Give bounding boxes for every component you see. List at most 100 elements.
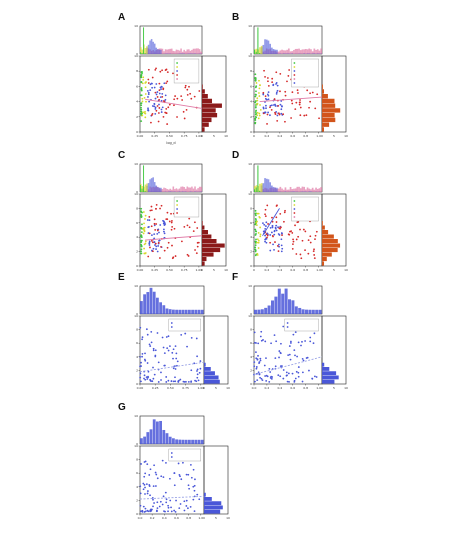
scatter-point (288, 373, 290, 375)
right-hist-bar (202, 104, 222, 108)
y-tick-label: 6 (136, 471, 138, 475)
scatter-point (276, 230, 278, 232)
legend-swatch (294, 66, 296, 68)
scatter-point (284, 91, 286, 93)
top-hist-bar (263, 45, 265, 54)
top-hist-bar (154, 44, 156, 54)
scatter-point (158, 381, 160, 383)
scatter-point (304, 231, 306, 233)
top-hist-bar (191, 440, 194, 444)
top-hist-bar (173, 51, 175, 54)
scatter-point (157, 332, 159, 334)
scatter-point (187, 94, 189, 96)
top-hist-bar (310, 191, 312, 192)
right-hist-bar (322, 85, 323, 89)
scatter-point (254, 123, 256, 125)
y-tick-label: 0 (136, 264, 138, 268)
legend-swatch (294, 62, 296, 64)
legend-swatch (294, 208, 296, 210)
scatter-point (314, 257, 316, 259)
scatter-point (140, 505, 142, 507)
top-hist-bar (257, 27, 258, 54)
scatter-point (140, 104, 142, 106)
right-hist-bar (202, 235, 211, 239)
scatter-point (263, 108, 265, 110)
scatter-point (264, 341, 266, 343)
right-hist-bar (322, 118, 335, 122)
scatter-point (190, 506, 192, 508)
scatter-point (277, 245, 279, 247)
top-hist-bar (315, 50, 317, 54)
scatter-point (278, 233, 280, 235)
top-hist-bar (150, 288, 153, 314)
scatter-point (167, 247, 169, 249)
top-hist-bar (169, 49, 171, 54)
scatter-point (148, 371, 150, 373)
scatter-point (144, 374, 146, 376)
right-hist-bar (202, 221, 203, 225)
scatter-point (148, 93, 150, 95)
scatter-point (141, 236, 143, 238)
scatter-point (300, 107, 302, 109)
right-hist-bar (322, 230, 328, 234)
scatter-point (175, 358, 177, 360)
scatter-point (140, 107, 142, 109)
top-hist-bar (182, 191, 184, 192)
top-hist-bar (182, 440, 185, 444)
scatter-point (178, 463, 180, 465)
scatter-point (276, 221, 278, 223)
scatter-point (256, 104, 258, 106)
scatter-point (254, 73, 256, 75)
scatter-point (262, 94, 264, 96)
right-hist-bar (202, 89, 205, 93)
scatter-point (296, 356, 298, 358)
scatter-point (268, 381, 270, 383)
scatter-point (180, 95, 182, 97)
y-tick-label: 6 (250, 221, 252, 225)
top-hist-bar (288, 48, 290, 54)
scatter-point (255, 214, 257, 216)
scatter-point (258, 213, 260, 215)
legend-swatch (287, 326, 289, 328)
top-hist-bar (269, 182, 271, 192)
scatter-point (144, 116, 146, 118)
scatter-point (263, 70, 265, 72)
right-hist-bar (204, 501, 221, 505)
top-hist-bar (188, 440, 191, 444)
top-hist-bar (149, 179, 151, 192)
right-x-tick-label: 10 (344, 386, 348, 390)
scatter-point (151, 341, 153, 343)
scatter-point (172, 72, 174, 74)
top-hist-bar (156, 298, 159, 314)
right-x-tick-label: 10 (344, 134, 348, 138)
top-hist-bar (156, 421, 159, 444)
scatter-point (194, 510, 196, 512)
scatter-point (266, 375, 268, 377)
legend-swatch (176, 66, 178, 68)
scatter-point (159, 239, 161, 241)
scatter-point (165, 69, 167, 71)
top-hist-bar (156, 48, 158, 54)
scatter-point (196, 494, 198, 496)
scatter-point (152, 250, 154, 252)
scatter-point (279, 213, 281, 215)
top-hist-bar (271, 300, 274, 314)
scatter-point (290, 230, 292, 232)
scatter-point (303, 360, 305, 362)
scatter-point (165, 376, 167, 378)
x-tick-label: 0.4 (277, 134, 282, 138)
y-tick-label: 4 (136, 235, 138, 239)
scatter-point (171, 229, 173, 231)
scatter-point (172, 358, 174, 360)
top-hist-bar (307, 49, 309, 54)
scatter-point (165, 108, 167, 110)
scatter-point (194, 96, 196, 98)
scatter-point (265, 357, 267, 359)
top-hist-bar (200, 187, 202, 192)
top-hist-bar (148, 183, 150, 192)
scatter-point (155, 472, 157, 474)
scatter-point (140, 208, 142, 210)
scatter-point (295, 378, 297, 380)
